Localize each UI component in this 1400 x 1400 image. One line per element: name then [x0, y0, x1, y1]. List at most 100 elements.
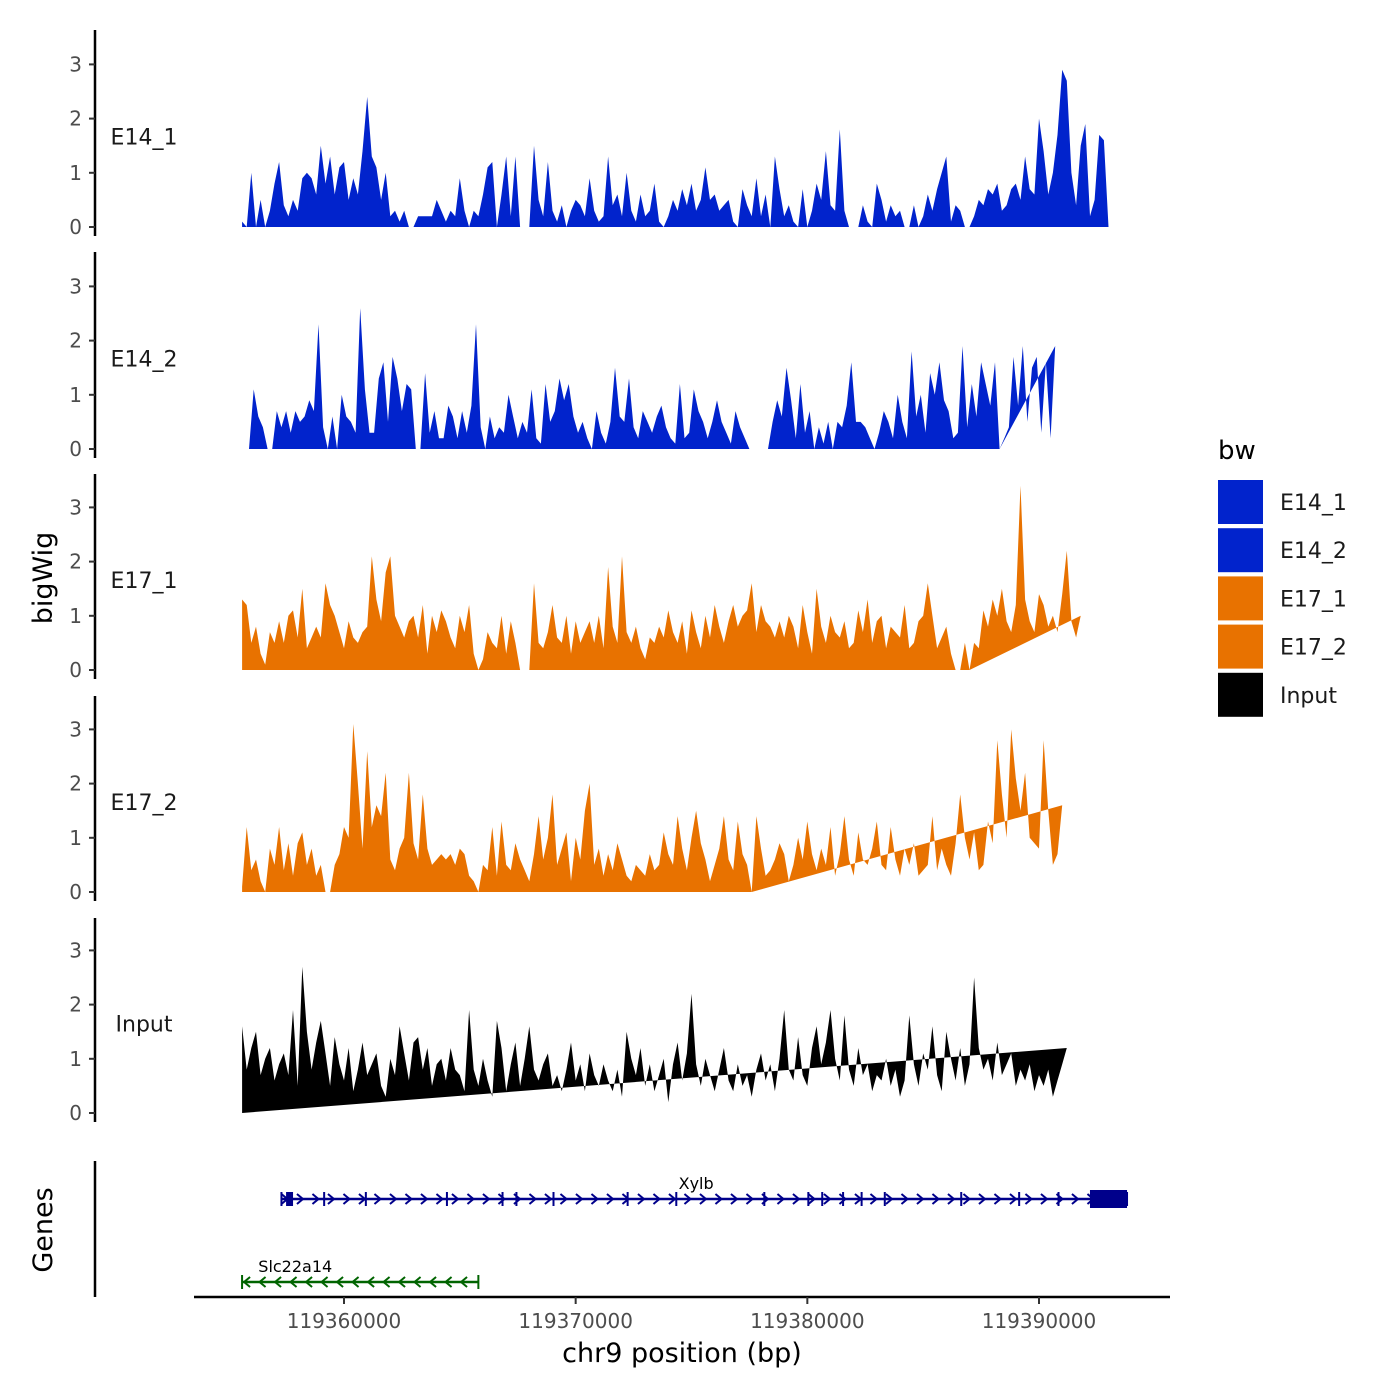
coverage-area [798, 189, 808, 227]
coverage-area [807, 129, 849, 227]
gene-name-label: Xylb [679, 1174, 714, 1193]
y-tick-label: 0 [69, 437, 82, 461]
legend-swatch [1218, 480, 1263, 524]
strand-arrow [435, 1193, 445, 1205]
track-label: E17_1 [111, 569, 178, 594]
legend-item: Input [1218, 672, 1337, 717]
strand-arrow [528, 1193, 538, 1205]
strand-arrow [559, 1193, 569, 1205]
exon [1057, 1192, 1060, 1206]
coverage-area [529, 145, 567, 227]
y-tick-label: 2 [69, 550, 82, 574]
exon [515, 1192, 518, 1206]
coverage-area [246, 172, 256, 227]
track-input: 0 1 2 3 Input [69, 918, 1067, 1125]
strand-arrow [289, 1276, 298, 1288]
strand-arrow [575, 1193, 584, 1205]
strand-arrow [1009, 1193, 1018, 1205]
strand-arrow [652, 1193, 662, 1205]
coverage-area [768, 367, 815, 449]
coverage-area [969, 485, 1081, 670]
strand-arrow [296, 1193, 305, 1205]
coverage-area [478, 783, 752, 892]
strand-arrow [823, 1193, 832, 1205]
exon [1089, 1190, 1128, 1208]
strand-arrow [1024, 1193, 1034, 1205]
exon [842, 1192, 845, 1206]
x-tick-label: 119380000 [750, 1309, 865, 1333]
legend-label: E14_2 [1280, 539, 1347, 564]
y-tick-label: 3 [69, 274, 82, 298]
coverage-area [529, 556, 956, 670]
exon [763, 1192, 766, 1206]
y-tick-label: 3 [69, 717, 82, 741]
strand-arrow [258, 1276, 267, 1288]
y-tick-label: 3 [69, 938, 82, 962]
y-tick-label: 1 [69, 1047, 82, 1071]
coverage-area [909, 205, 919, 227]
coverage-area [832, 362, 875, 449]
gene-name-label: Slc22a14 [258, 1257, 332, 1276]
y-tick-label: 2 [69, 107, 82, 131]
gene-xylb: Xylb [280, 1174, 1129, 1208]
genes-track-title: Genes [28, 1187, 59, 1272]
strand-arrow [606, 1193, 615, 1205]
y-tick-label: 1 [69, 383, 82, 407]
strand-arrow [382, 1276, 391, 1288]
strand-arrow [745, 1193, 755, 1205]
legend-title: bw [1218, 436, 1256, 466]
strand-arrow [776, 1193, 786, 1205]
strand-arrow [1040, 1193, 1049, 1205]
strand-arrow [373, 1193, 383, 1205]
y-tick-label: 1 [69, 161, 82, 185]
exon [807, 1192, 810, 1206]
exon [675, 1192, 678, 1206]
coverage-area [327, 416, 338, 449]
coverage-area [330, 724, 479, 892]
strand-arrow [869, 1193, 879, 1205]
strand-arrow [714, 1193, 724, 1205]
strand-arrow [807, 1193, 817, 1205]
y-tick-label: 0 [69, 215, 82, 239]
strand-arrow [320, 1276, 329, 1288]
y-tick-label: 3 [69, 495, 82, 519]
strand-arrow [590, 1193, 600, 1205]
legend-label: E14_1 [1280, 491, 1347, 516]
coverage-area [272, 324, 328, 449]
coverage-area [999, 346, 1056, 449]
exon [445, 1192, 448, 1206]
strand-arrow [482, 1193, 491, 1205]
strand-arrow [335, 1276, 344, 1288]
legend-swatch [1218, 624, 1263, 669]
strand-arrow [683, 1193, 693, 1205]
y-axis-title: bigWig [28, 532, 59, 625]
strand-arrow [668, 1193, 677, 1205]
strand-arrow [699, 1193, 708, 1205]
strand-arrow [311, 1193, 321, 1205]
exon [883, 1192, 886, 1206]
x-axis-title: chr9 position (bp) [562, 1338, 802, 1369]
coverage-area [858, 205, 873, 227]
coverage-area [591, 367, 750, 449]
bigwig-tracks: 0 1 2 3 E14_1 0 1 2 3 E14_2 0 1 2 3 E17_1 0 1 2 3 E17_2 0 1 2 3… [69, 30, 1109, 1125]
exon [960, 1192, 963, 1206]
genes-track: Xylb Slc22a14 [93, 1161, 1129, 1297]
strand-arrow [993, 1193, 1003, 1205]
strand-arrow [451, 1193, 460, 1205]
coverage-area [242, 221, 247, 227]
coverage-area [496, 156, 521, 227]
strand-arrow [885, 1193, 894, 1205]
coverage-area [420, 324, 486, 449]
y-tick-label: 0 [69, 658, 82, 682]
legend-swatch [1218, 576, 1263, 621]
legend-item: E14_1 [1218, 480, 1347, 524]
coverage-area [566, 156, 664, 227]
exon [552, 1192, 555, 1206]
exon [364, 1192, 367, 1206]
y-tick-label: 0 [69, 880, 82, 904]
coverage-area [960, 642, 970, 670]
legend-label: Input [1280, 684, 1337, 709]
coverage-area [814, 421, 833, 449]
strand-arrow [916, 1193, 925, 1205]
exon [860, 1192, 863, 1206]
